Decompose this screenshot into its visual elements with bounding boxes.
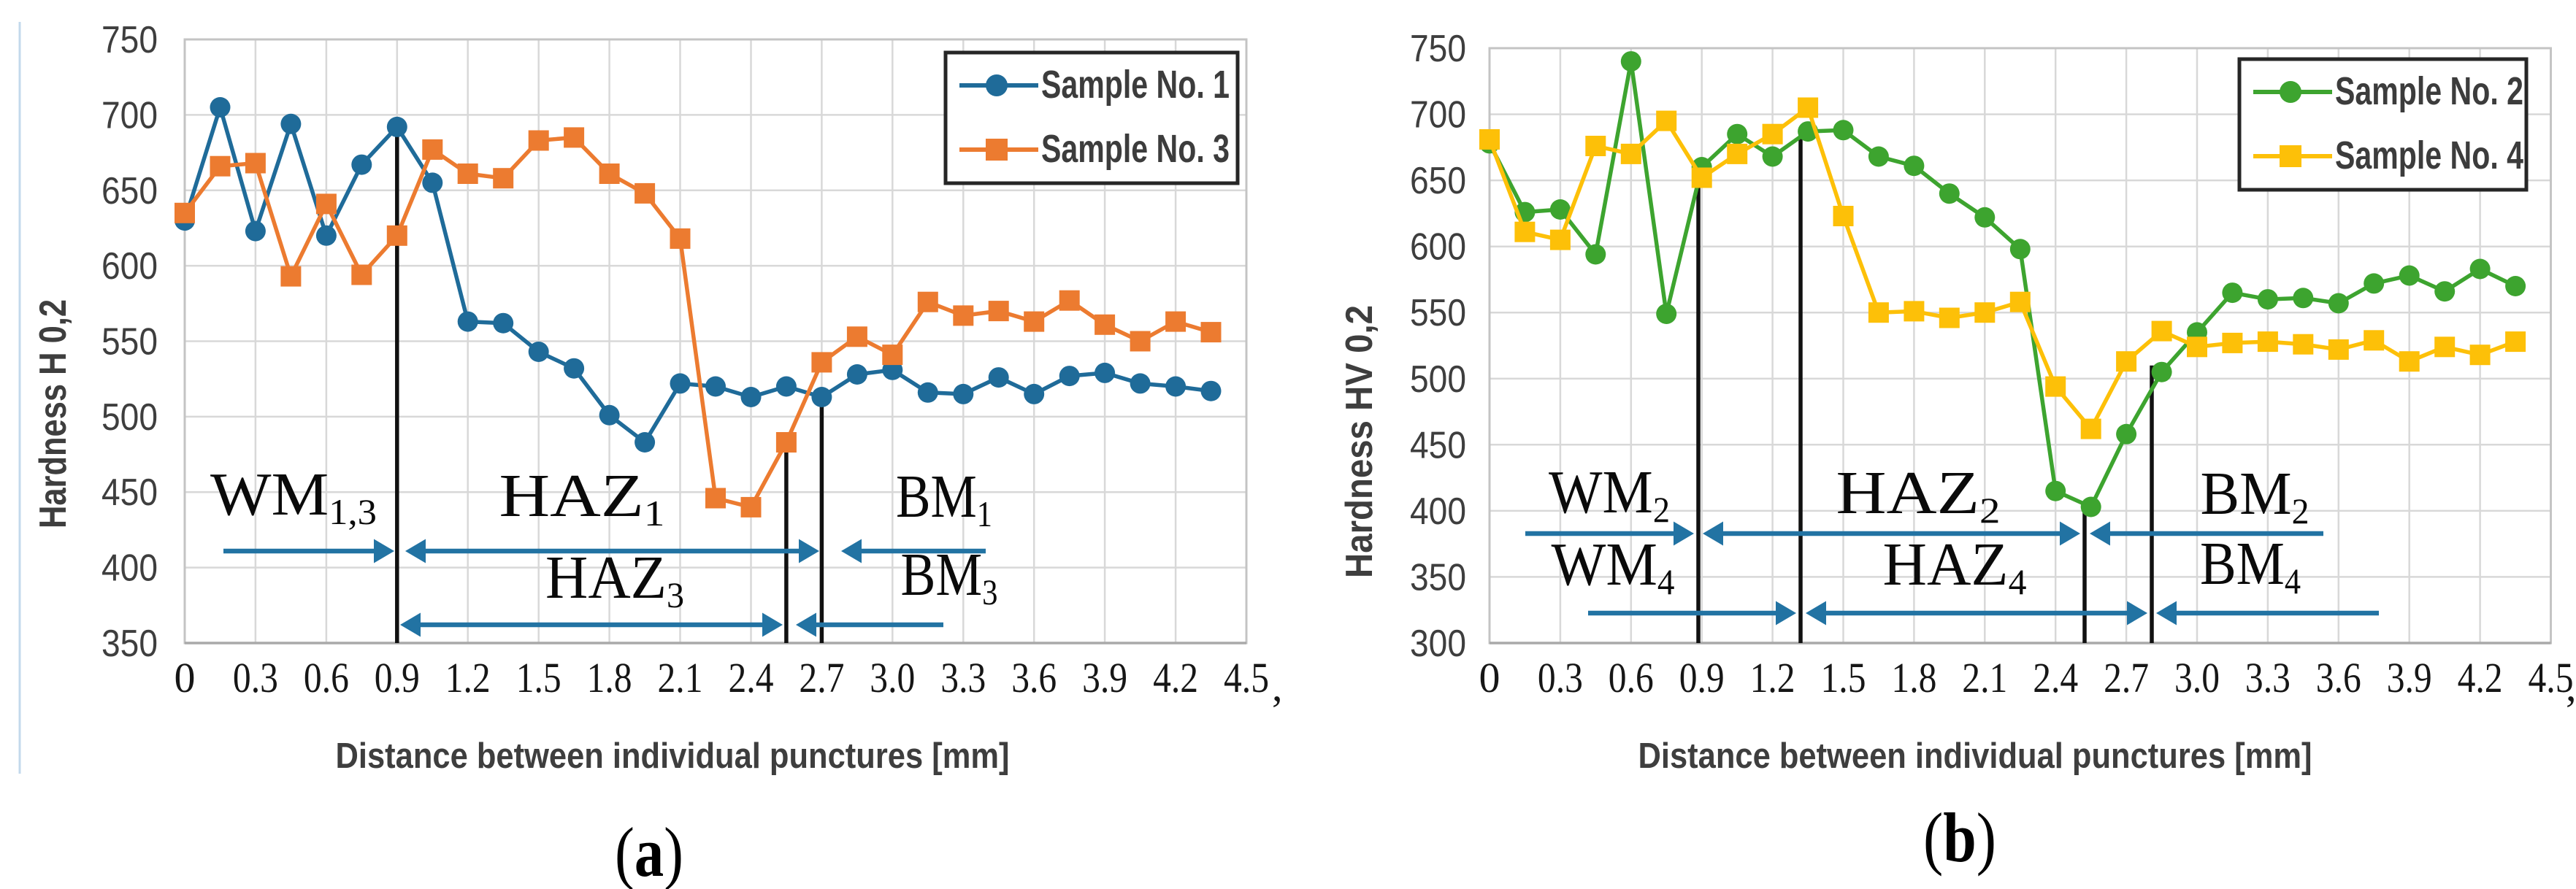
svg-text:500: 500 <box>1410 358 1466 401</box>
svg-text:4.5: 4.5 <box>1224 654 1269 701</box>
svg-text:0.6: 0.6 <box>1609 654 1654 701</box>
svg-text:2.4: 2.4 <box>2033 654 2078 701</box>
svg-text:750: 750 <box>1410 28 1466 70</box>
svg-text:1.5: 1.5 <box>516 654 561 701</box>
svg-text:0: 0 <box>175 654 196 701</box>
svg-text:0.3: 0.3 <box>233 654 278 701</box>
svg-text:(a): (a) <box>615 813 683 889</box>
svg-text:BM2: BM2 <box>2201 460 2309 531</box>
svg-text:2.1: 2.1 <box>1962 654 2007 701</box>
svg-text:WM4: WM4 <box>1552 531 1675 602</box>
svg-text:Hardness HV 0,2: Hardness HV 0,2 <box>1338 305 1381 578</box>
svg-text:4.2: 4.2 <box>2458 654 2503 701</box>
svg-text:650: 650 <box>1410 160 1466 202</box>
svg-text:HAZ3: HAZ3 <box>545 544 684 615</box>
svg-text:700: 700 <box>1410 94 1466 136</box>
svg-text:700: 700 <box>101 94 158 136</box>
svg-text:550: 550 <box>1410 292 1466 334</box>
svg-text:0.9: 0.9 <box>1679 654 1725 701</box>
svg-text:350: 350 <box>101 623 158 665</box>
svg-text:650: 650 <box>101 170 158 212</box>
svg-text:,: , <box>2566 663 2576 710</box>
svg-text:Distance between individual pu: Distance between individual punctures [m… <box>336 736 1010 776</box>
svg-text:3.0: 3.0 <box>2174 654 2220 701</box>
svg-text:Hardness H 0,2: Hardness H 0,2 <box>32 299 74 528</box>
svg-text:BM1: BM1 <box>896 463 992 534</box>
svg-text:2.7: 2.7 <box>2104 654 2149 701</box>
svg-text:1.8: 1.8 <box>1891 654 1936 701</box>
svg-text:450: 450 <box>101 472 158 514</box>
svg-text:Sample No. 4: Sample No. 4 <box>2335 134 2523 177</box>
svg-text:400: 400 <box>101 547 158 590</box>
svg-text:HAZ4: HAZ4 <box>1883 531 2027 602</box>
svg-text:500: 500 <box>101 396 158 439</box>
svg-text:Sample No. 1: Sample No. 1 <box>1041 63 1230 107</box>
svg-text:300: 300 <box>1410 623 1466 665</box>
svg-text:0.6: 0.6 <box>304 654 349 701</box>
svg-text:450: 450 <box>1410 424 1466 466</box>
svg-text:Distance between individual pu: Distance between individual punctures [m… <box>1638 736 2312 776</box>
svg-text:2.4: 2.4 <box>729 654 774 701</box>
svg-text:BM3: BM3 <box>901 541 998 612</box>
svg-text:0.9: 0.9 <box>375 654 420 701</box>
svg-text:3.9: 3.9 <box>2387 654 2432 701</box>
svg-text:(b): (b) <box>1923 798 1996 877</box>
svg-text:Sample No. 2: Sample No. 2 <box>2335 69 2523 113</box>
svg-text:3.6: 3.6 <box>1011 654 1057 701</box>
svg-text:2.7: 2.7 <box>799 654 844 701</box>
svg-text:600: 600 <box>101 245 158 288</box>
svg-text:0.3: 0.3 <box>1538 654 1583 701</box>
svg-text:3.0: 3.0 <box>870 654 915 701</box>
svg-text:4.2: 4.2 <box>1153 654 1198 701</box>
svg-text:3.3: 3.3 <box>2245 654 2291 701</box>
svg-text:750: 750 <box>101 19 158 61</box>
svg-text:,: , <box>1272 663 1283 710</box>
svg-text:1.2: 1.2 <box>1750 654 1795 701</box>
svg-text:400: 400 <box>1410 490 1466 533</box>
svg-text:1.2: 1.2 <box>445 654 491 701</box>
svg-text:Sample No. 3: Sample No. 3 <box>1041 127 1230 171</box>
svg-text:1.8: 1.8 <box>587 654 632 701</box>
svg-text:350: 350 <box>1410 556 1466 599</box>
svg-text:550: 550 <box>101 321 158 363</box>
svg-text:3.9: 3.9 <box>1082 654 1127 701</box>
svg-text:1.5: 1.5 <box>1821 654 1866 701</box>
svg-text:WM2: WM2 <box>1549 458 1670 530</box>
svg-text:BM4: BM4 <box>2200 530 2301 601</box>
svg-text:3.6: 3.6 <box>2316 654 2361 701</box>
svg-text:2.1: 2.1 <box>658 654 703 701</box>
svg-text:4.5: 4.5 <box>2529 654 2574 701</box>
svg-text:3.3: 3.3 <box>940 654 986 701</box>
svg-text:600: 600 <box>1410 226 1466 269</box>
svg-text:0: 0 <box>1479 654 1500 701</box>
